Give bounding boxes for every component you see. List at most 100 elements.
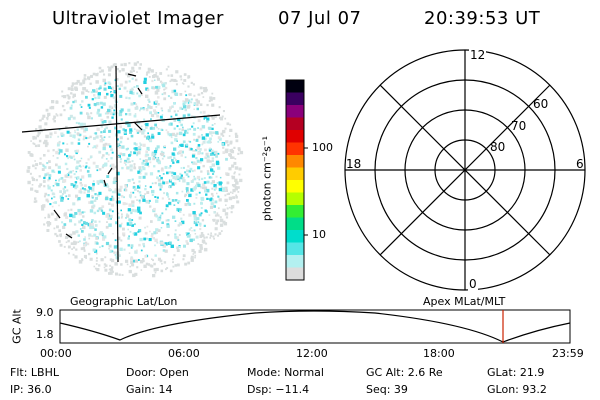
speckle-pixel [234,158,237,160]
speckle-pixel [167,234,170,237]
speckle-pixel [133,142,137,145]
speckle-pixel [74,149,77,153]
speckle-pixel [188,234,192,237]
speckle-pixel [170,136,173,139]
speckle-pixel [160,269,164,273]
speckle-pixel [65,148,69,152]
grid-tick [133,121,143,131]
speckle-pixel [119,247,123,251]
colorbar-band [286,117,304,131]
speckle-pixel [90,91,93,94]
speckle-pixel [139,211,142,215]
speckle-pixel [174,264,178,267]
date-label: 07 Jul 07 [278,8,362,29]
speckle-pixel [147,132,149,135]
speckle-pixel [43,154,46,157]
speckle-pixel [127,74,130,78]
speckle-pixel [205,193,208,196]
speckle-pixel [212,131,215,134]
speckle-pixel [178,131,183,136]
speckle-pixel [72,134,76,138]
speckle-pixel [238,167,242,171]
speckle-pixel [51,197,53,200]
speckle-pixel [84,241,88,244]
speckle-pixel [176,249,180,252]
speckle-pixel [160,176,163,180]
speckle-pixel [235,181,239,185]
speckle-pixel [83,243,87,247]
speckle-pixel [59,190,62,193]
speckle-pixel [157,161,161,165]
speckle-pixel [163,261,167,264]
speckle-pixel [119,136,123,140]
speckle-pixel [212,97,216,100]
speckle-pixel [210,182,213,185]
speckle-pixel [222,110,225,113]
speckle-pixel [229,123,232,126]
speckle-pixel [134,188,137,191]
speckle-pixel [183,244,186,248]
speckle-pixel [170,141,174,145]
speckle-pixel [121,68,125,72]
speckle-pixel [167,156,170,159]
speckle-pixel [156,88,160,92]
speckle-pixel [179,172,182,175]
speckle-pixel [130,211,133,215]
speckle-pixel [199,234,202,237]
speckle-pixel [45,108,49,112]
speckle-pixel [211,149,214,153]
speckle-pixel [74,212,77,215]
speckle-pixel [130,260,134,264]
speckle-pixel [184,131,186,134]
speckle-pixel [82,165,85,167]
speckle-pixel [152,209,156,213]
speckle-pixel [201,143,203,146]
speckle-pixel [193,103,196,106]
speckle-pixel [84,184,87,187]
speckle-pixel [72,214,76,219]
speckle-pixel [150,220,153,223]
grid-tick [65,233,73,239]
speckle-pixel [69,170,73,174]
speckle-pixel [233,172,236,175]
speckle-pixel [119,83,123,87]
speckle-pixel [83,77,86,80]
speckle-pixel [82,215,85,218]
speckle-pixel [133,102,136,105]
speckle-pixel [149,111,152,115]
speckle-pixel [125,189,128,192]
speckle-pixel [226,173,229,176]
altitude-timeline-plot [59,309,571,344]
speckle-pixel [76,79,80,84]
speckle-pixel [125,214,130,218]
speckle-pixel [156,196,159,199]
speckle-pixel [235,194,238,197]
speckle-pixel [95,144,99,147]
speckle-pixel [154,79,156,81]
speckle-pixel [67,87,71,91]
speckle-pixel [92,89,96,93]
speckle-pixel [171,182,175,186]
speckle-pixel [99,135,103,138]
speckle-pixel [110,258,115,263]
speckle-pixel [204,156,208,160]
speckle-pixel [134,209,138,213]
speckle-pixel [65,195,68,198]
speckle-pixel [201,239,206,243]
timeline-y-axis-label: GC Alt [10,309,24,344]
speckle-pixel [106,92,109,96]
speckle-pixel [225,140,229,144]
speckle-pixel [214,123,216,125]
speckle-pixel [200,186,203,189]
speckle-pixel [221,187,225,191]
speckle-pixel [98,113,102,117]
speckle-pixel [136,119,139,122]
speckle-pixel [206,180,210,184]
speckle-pixel [121,166,124,170]
speckle-pixel [127,179,131,183]
speckle-pixel [209,198,212,202]
speckle-pixel [168,167,170,169]
speckle-pixel [192,149,195,152]
status-dsp: Dsp: −11.4 [247,383,310,396]
speckle-pixel [104,128,106,131]
